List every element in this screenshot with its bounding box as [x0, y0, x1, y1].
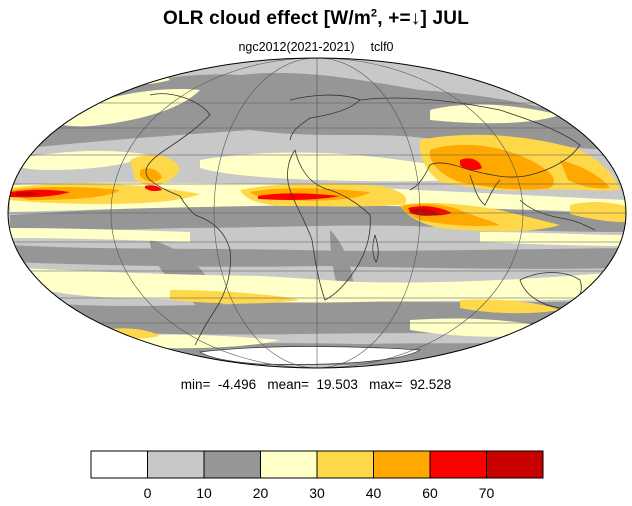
chart-subtitle: ngc2012(2021-2021) tclf0 [0, 40, 632, 54]
colorbar-tick-label: 40 [366, 485, 382, 501]
colorbar-box [90, 450, 148, 479]
colorbar-tick-label: 70 [479, 485, 495, 501]
colorbar-box [147, 450, 205, 479]
title-main: OLR cloud effect [W/m [163, 8, 371, 29]
colorbar-box [486, 450, 544, 479]
colorbar-box [429, 450, 487, 479]
globe-outline [7, 57, 627, 369]
colorbar-boxes [90, 450, 544, 479]
colorbar-tick-label: 60 [422, 485, 438, 501]
field-dark-red [15, 191, 440, 216]
colorbar-tick-label: 20 [253, 485, 269, 501]
colorbar-tick-label: 10 [196, 485, 212, 501]
antarctica-outline [198, 346, 422, 365]
colorbar-tick-label: 0 [144, 485, 152, 501]
chart-title: OLR cloud effect [W/m2, +=↓] JUL [0, 8, 632, 30]
colorbar-labels: 0 10 20 30 40 60 70 [144, 485, 495, 501]
colorbar-box [203, 450, 261, 479]
colorbar-tick-label: 30 [309, 485, 325, 501]
graticule [8, 58, 626, 368]
field-statistics: min= -4.496 mean= 19.503 max= 92.528 [180, 377, 452, 392]
colorbar-box [316, 450, 374, 479]
title-superscript: 2 [370, 7, 378, 20]
colorbar-box [373, 450, 431, 479]
coastlines [145, 93, 596, 346]
title-tail: , +=↓] JUL [377, 8, 469, 29]
subtitle-variable: tclf0 [370, 40, 394, 54]
colorbar-box [260, 450, 318, 479]
subtitle-run: ngc2012(2021-2021) [238, 40, 355, 54]
